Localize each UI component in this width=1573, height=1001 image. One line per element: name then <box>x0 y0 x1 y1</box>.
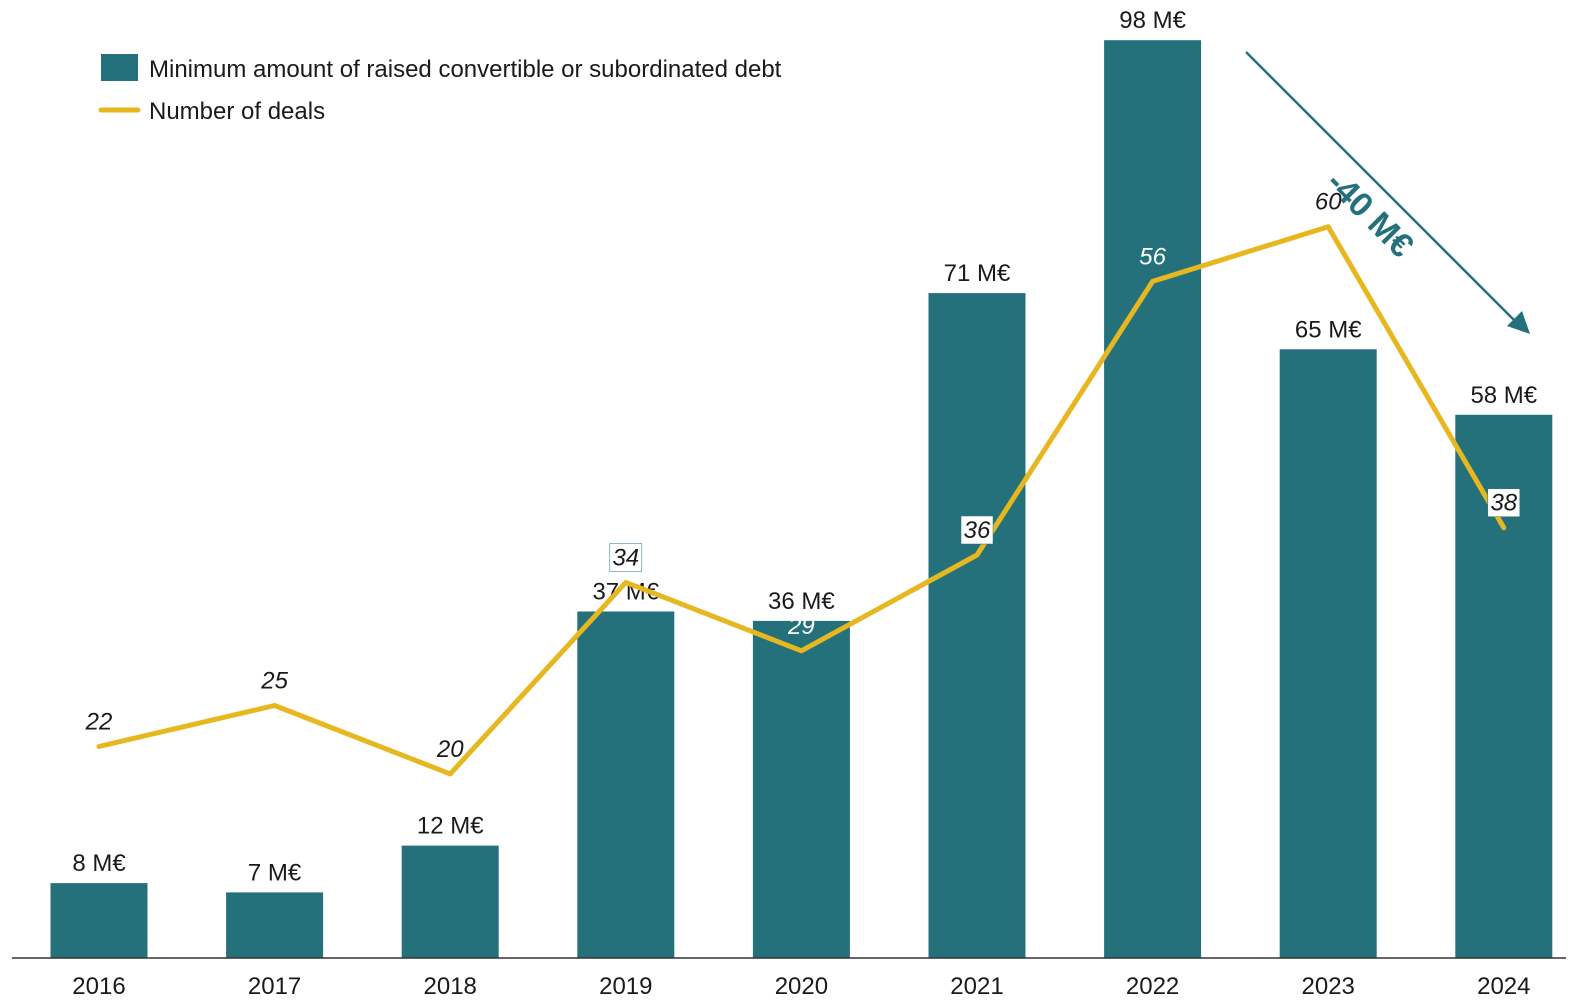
deal-value-2016: 22 <box>85 709 113 736</box>
deal-value-2017: 25 <box>260 668 288 695</box>
bar-2021 <box>928 293 1026 959</box>
legend-bar-swatch <box>101 54 138 81</box>
deal-value-2020: 29 <box>787 613 815 640</box>
bar-2016 <box>50 883 148 958</box>
x-tick-label-2022: 2022 <box>1126 973 1179 1000</box>
bar-group <box>50 40 1553 959</box>
deal-value-2024: 38 <box>1487 488 1521 517</box>
bar-value-label-2018: 12 M€ <box>417 813 484 840</box>
deal-value-label-2019: 34 <box>612 544 639 571</box>
deal-value-label-2016: 22 <box>85 709 113 736</box>
deal-value-2019: 34 <box>609 543 643 572</box>
bar-2020 <box>752 620 850 958</box>
bar-label-group: 8 M€ 7 M€12 M€37 M€ 36 M€71 M€98 M€65 M€58… <box>72 7 1537 886</box>
bar-value-label-2021: 71 M€ <box>944 260 1011 287</box>
x-tick-label-2024: 2024 <box>1477 973 1530 1000</box>
legend-bar-label: Minimum amount of raised convertible or … <box>149 56 782 83</box>
bar-value-label-2023: 65 M€ <box>1295 316 1362 343</box>
x-tick-label-2019: 2019 <box>599 973 652 1000</box>
decrease-arrowhead <box>1507 311 1530 334</box>
decrease-annotation: -40 M€ <box>1245 51 1530 334</box>
deal-value-label-2017: 25 <box>260 668 288 695</box>
bar-value-label-2022: 98 M€ <box>1119 7 1186 34</box>
bar-2017 <box>226 892 324 958</box>
x-tick-label-2017: 2017 <box>248 973 301 1000</box>
deal-value-box-2021 <box>960 515 994 545</box>
deal-value-2023: 60 <box>1315 189 1342 216</box>
deal-value-2021: 36 <box>960 515 994 545</box>
bar-2018 <box>401 845 499 958</box>
deal-value-2018: 20 <box>436 736 464 763</box>
x-tick-label-2016: 2016 <box>72 973 125 1000</box>
bar-value-label-2017: 7 M€ <box>248 859 302 886</box>
deals-line-group <box>96 224 1507 777</box>
legend-line-label: Number of deals <box>149 98 325 125</box>
decrease-arrow-line <box>1245 51 1521 327</box>
deal-value-label-2018: 20 <box>436 736 464 763</box>
deal-value-label-2021: 36 <box>964 517 991 544</box>
x-tick-label-2020: 2020 <box>775 973 828 1000</box>
deal-value-box-2019 <box>609 543 643 572</box>
deal-label-group: 22 25 20 34 29 36 56 60 38 <box>85 189 1521 763</box>
x-tick-label-group: 2016 2017 2018 2019 2020 2021 2022 2023 2024 <box>72 973 1530 1000</box>
bar-value-label-2020: 36 M€ <box>768 588 835 615</box>
bar-2019 <box>577 611 675 958</box>
x-tick-label-2021: 2021 <box>950 973 1003 1000</box>
deal-value-label-2024: 38 <box>1490 490 1517 517</box>
deal-value-label-2020: 29 <box>787 613 815 640</box>
x-tick-label-2018: 2018 <box>424 973 477 1000</box>
bar-value-label-2024: 58 M€ <box>1470 382 1537 409</box>
deal-value-label-2022: 56 <box>1139 243 1166 270</box>
bar-2023 <box>1279 349 1377 958</box>
deal-value-box-2024 <box>1487 488 1521 517</box>
bar-value-label-2016: 8 M€ <box>72 850 126 877</box>
deal-value-label-2023: 60 <box>1315 189 1342 216</box>
legend: Minimum amount of raised convertible or … <box>98 54 782 125</box>
deals-line <box>96 224 1507 777</box>
deal-value-2022: 56 <box>1139 243 1166 270</box>
x-tick-label-2023: 2023 <box>1302 973 1355 1000</box>
bar-2022 <box>1104 40 1202 958</box>
